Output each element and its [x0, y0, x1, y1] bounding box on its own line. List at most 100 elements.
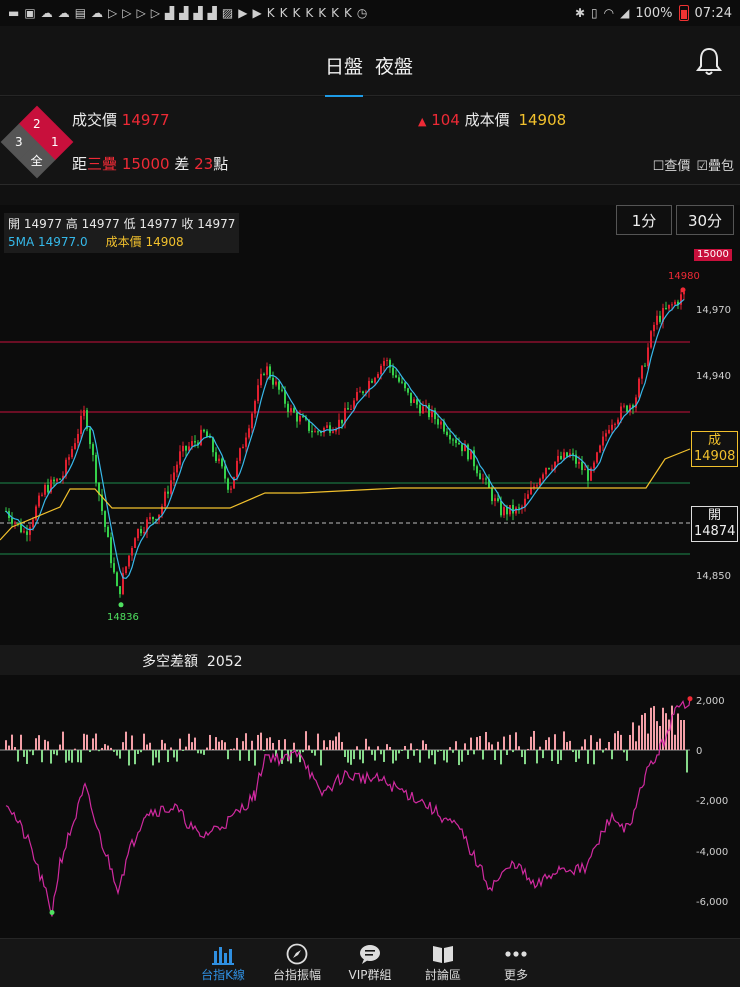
net-bar	[50, 750, 52, 764]
candle-body	[584, 469, 586, 471]
nav-amplitude[interactable]: 台指振幅	[264, 942, 330, 983]
candle-body	[356, 392, 358, 401]
high-marker	[687, 696, 693, 702]
candle-body	[347, 408, 349, 410]
candle-body	[674, 301, 676, 305]
candle-body	[302, 416, 304, 418]
tab-night-session[interactable]: 夜盤	[375, 56, 414, 78]
candle-body	[11, 517, 13, 524]
net-bar	[608, 741, 610, 750]
net-bar	[599, 738, 601, 750]
net-bar	[488, 742, 490, 750]
candle-body	[524, 498, 526, 507]
candle-body	[260, 373, 262, 386]
cloud-icon: ☁	[40, 6, 53, 20]
candle-body	[404, 382, 406, 389]
tab-day-session[interactable]: 日盤	[325, 52, 364, 98]
candle-body	[449, 434, 451, 440]
candle-body	[491, 488, 493, 502]
net-bar	[563, 731, 565, 750]
overlay-options: ☐查價 ☑疊包	[653, 155, 734, 174]
candle-body	[278, 381, 280, 390]
nav-vip-group[interactable]: VIP群組	[337, 942, 403, 983]
candle-body	[254, 401, 256, 414]
nav-forum[interactable]: 討論區	[410, 942, 476, 983]
candle-body	[275, 381, 277, 385]
candle-body	[362, 391, 364, 394]
candle-body	[131, 547, 133, 556]
play-icon: ▷	[150, 6, 160, 20]
candle-body	[224, 466, 226, 479]
net-bar	[92, 738, 94, 750]
net-bar	[647, 733, 649, 750]
nav-more[interactable]: 更多	[483, 942, 549, 983]
net-bar	[653, 706, 655, 750]
candle-body	[548, 468, 550, 470]
net-bar	[260, 732, 262, 750]
app-icon: ▣	[24, 6, 36, 20]
net-bar	[137, 750, 139, 754]
candle-body	[545, 468, 547, 475]
candle-body	[398, 377, 400, 382]
candle-body	[485, 478, 487, 480]
net-bar	[683, 720, 685, 750]
net-bar	[206, 747, 208, 750]
kline-chart[interactable]: 開 14977 高 14977 低 14977 收 14977 5MA 1497…	[0, 205, 740, 645]
net-bar	[320, 750, 322, 766]
candle-body	[77, 433, 79, 444]
gallery-icon: ▨	[221, 6, 234, 20]
k-icon: K	[343, 6, 352, 20]
net-bar	[536, 750, 538, 764]
candle-body	[452, 439, 454, 441]
up-arrow-icon: ▲	[418, 115, 427, 128]
candle-body	[482, 478, 484, 480]
bell-icon[interactable]	[696, 46, 722, 76]
candle-body	[119, 586, 121, 595]
candle-body	[125, 566, 127, 574]
y-label: 14,850	[696, 571, 731, 582]
candle-body	[32, 519, 34, 528]
high-marker	[680, 287, 686, 293]
candle-body	[236, 460, 238, 477]
net-bar	[503, 736, 505, 750]
cost-line	[0, 448, 691, 541]
candle-body	[374, 377, 376, 383]
net-bar	[224, 742, 226, 750]
candle-body	[656, 315, 658, 325]
net-bar	[512, 750, 514, 753]
net-volume-chart[interactable]: 2,000 0 -2,000 -4,000 -6,000	[0, 675, 740, 938]
nav-kline[interactable]: 台指K線	[190, 942, 256, 983]
net-bar	[377, 746, 379, 750]
net-bar	[215, 737, 217, 750]
net-bar	[83, 733, 85, 750]
candle-body	[533, 486, 535, 488]
period-30min-button[interactable]: 30分	[676, 205, 734, 235]
cumulative-line	[5, 698, 691, 917]
candle-body	[128, 555, 130, 567]
candle-body	[200, 429, 202, 446]
candle-body	[581, 461, 583, 470]
net-bar	[143, 733, 145, 750]
check-price-option[interactable]: ☐查價	[652, 159, 691, 174]
period-1min-button[interactable]: 1分	[616, 205, 672, 235]
candle-body	[653, 324, 655, 332]
ma-label: 5MA 14977.0	[8, 235, 88, 249]
candle-body	[440, 421, 442, 425]
net-bar	[416, 748, 418, 750]
candle-body	[20, 522, 22, 533]
candle-body	[551, 468, 553, 470]
net-bar	[77, 750, 79, 763]
candle-body	[470, 450, 472, 460]
candle-body	[647, 347, 649, 367]
candle-body	[608, 429, 610, 434]
net-bar	[527, 748, 529, 750]
candle-body	[593, 462, 595, 469]
candle-body	[536, 485, 538, 487]
check-band-option[interactable]: ☑疊包	[696, 159, 734, 174]
net-bar	[386, 744, 388, 750]
net-bar	[227, 750, 229, 760]
net-bar	[167, 750, 169, 763]
candle-body	[107, 526, 109, 538]
notification-icons: ▬ ▣ ☁ ☁ ▤ ☁ ▷ ▷ ▷ ▷ ▟ ▟ ▟ ▟ ▨ ▶ ▶ K K K …	[8, 6, 575, 20]
session-tabs: 日盤 夜盤	[325, 52, 413, 98]
